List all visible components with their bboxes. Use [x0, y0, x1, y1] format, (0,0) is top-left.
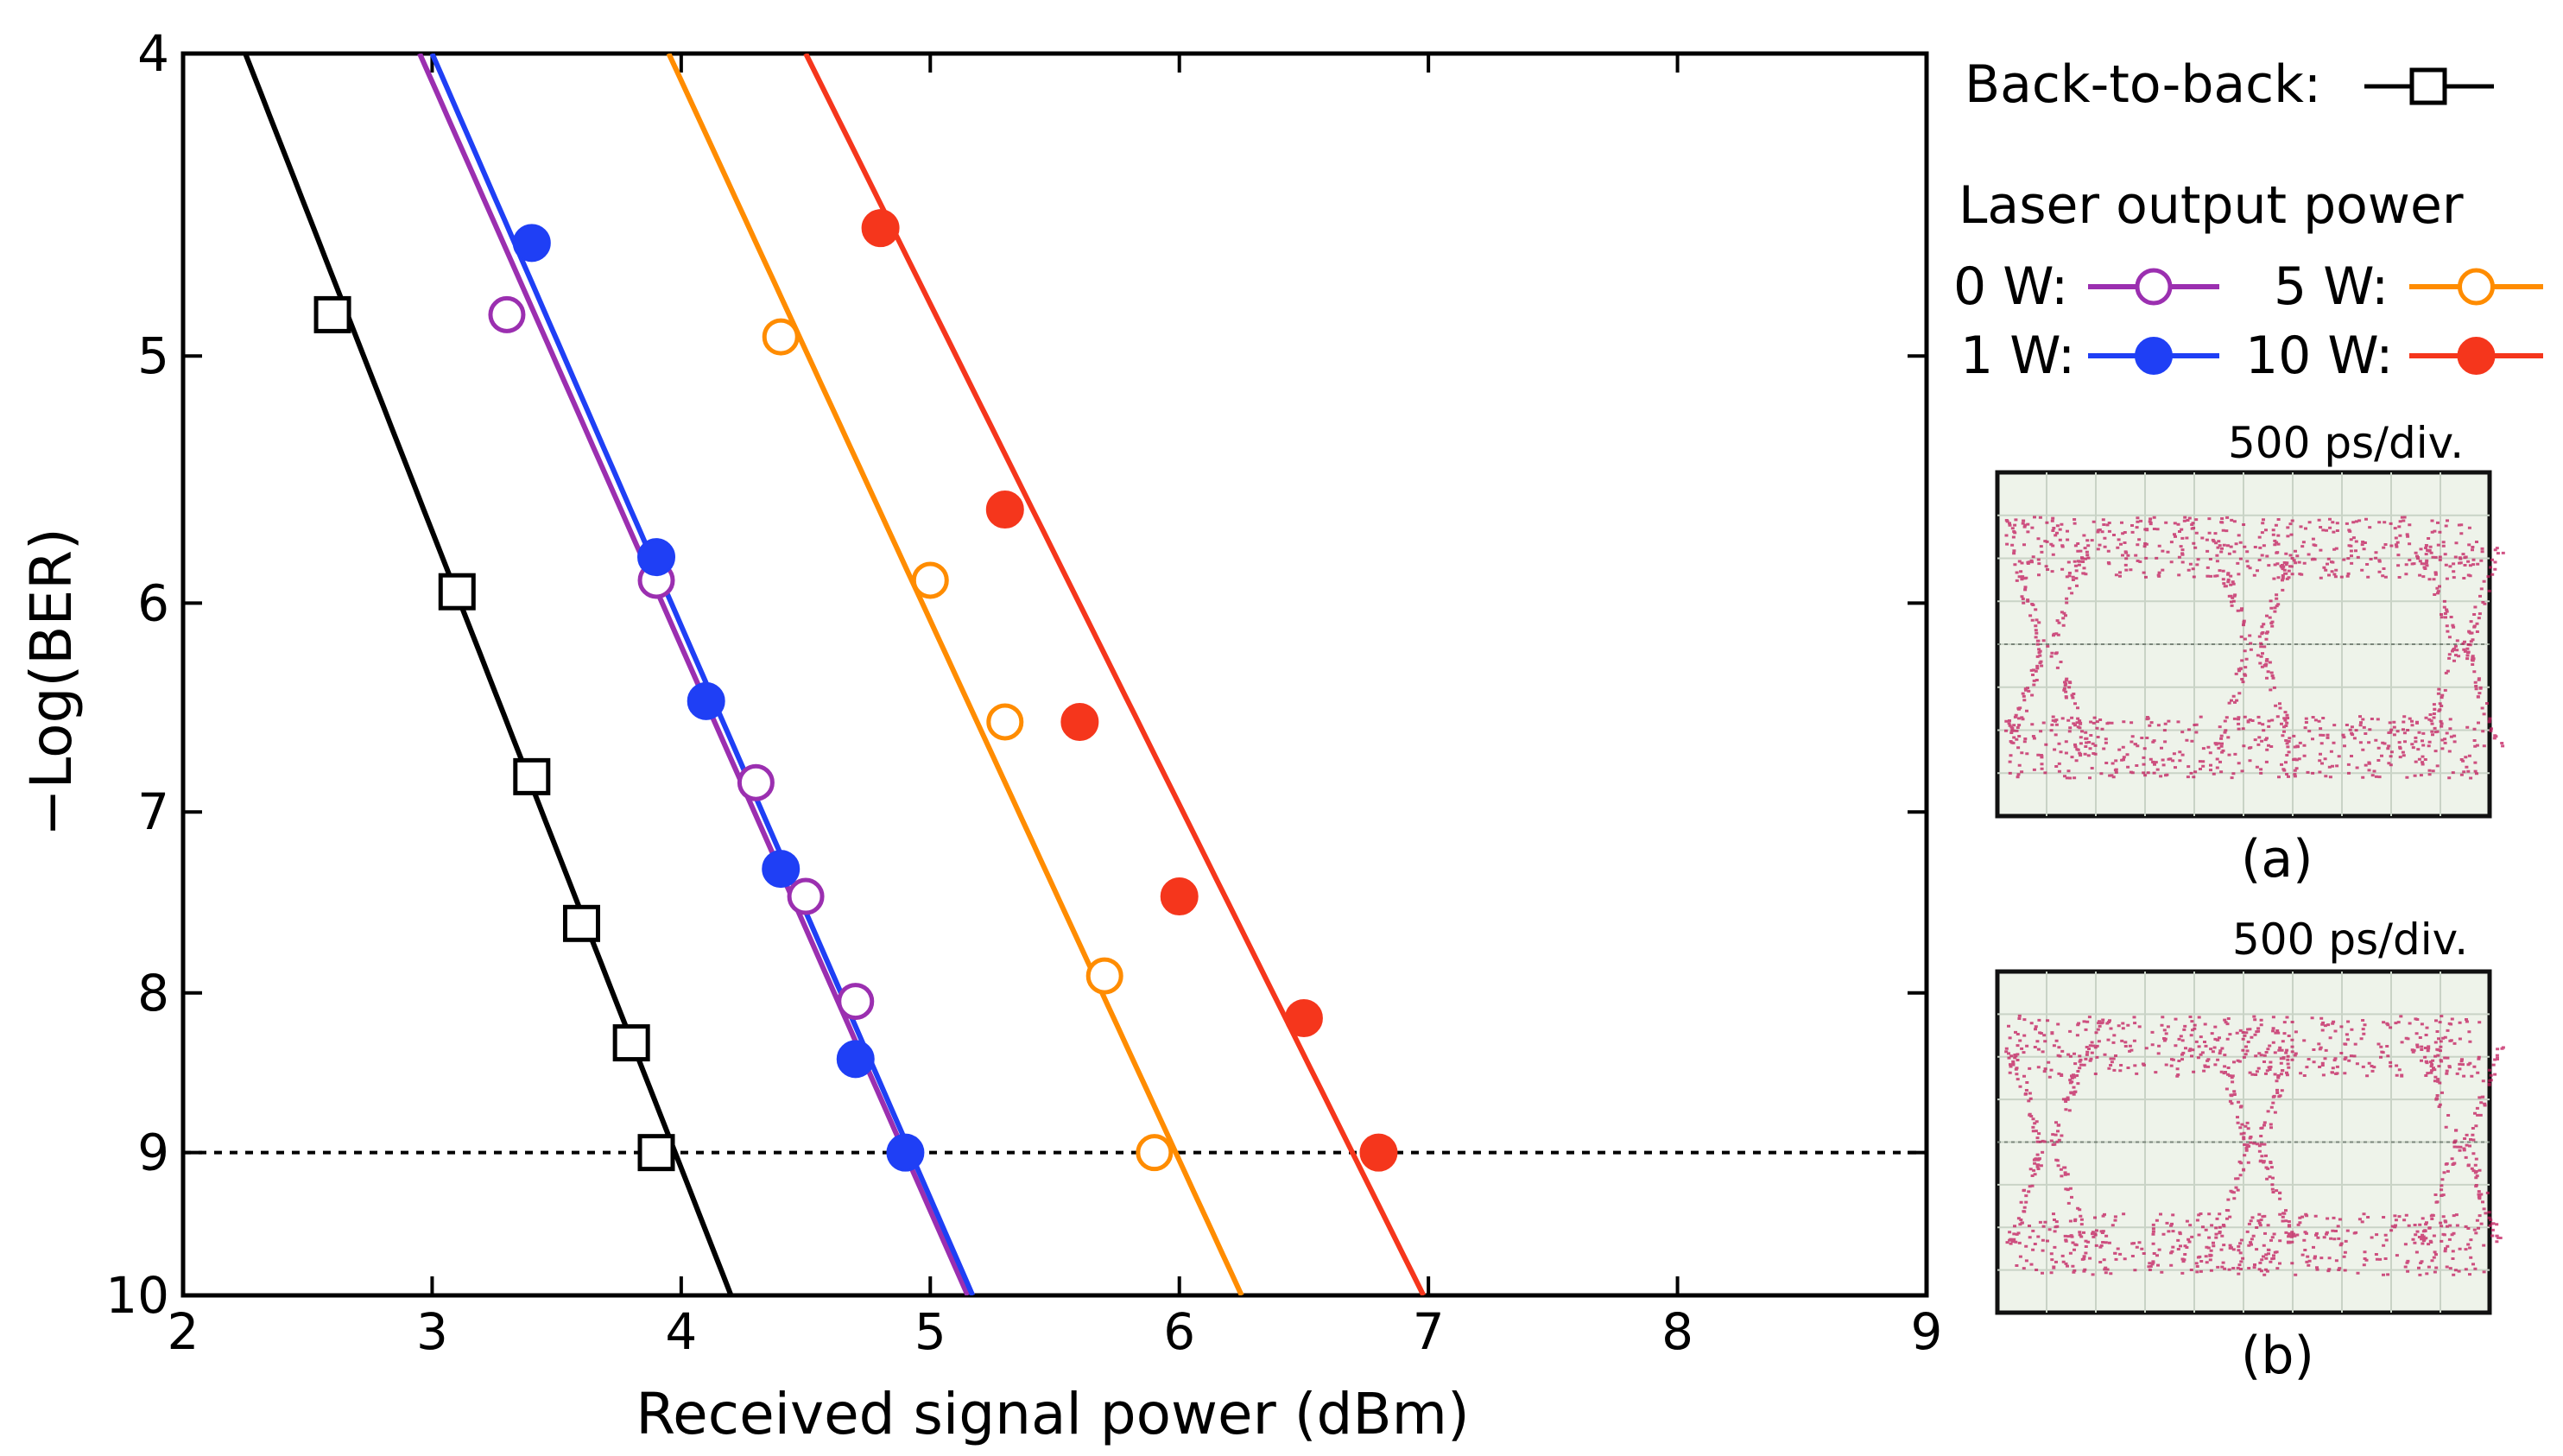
point-5w	[762, 318, 800, 356]
point-10w	[985, 491, 1024, 529]
x-tick-label: 3	[416, 1302, 448, 1361]
point-b2b	[637, 1134, 675, 1172]
tick-labels: 2 3 4 5 6 7 8 9 4 5 6 7 8 9 10	[105, 24, 1942, 1361]
fit-line-0w	[417, 54, 971, 1295]
x-tick-label: 8	[1661, 1302, 1693, 1361]
point-10w	[1160, 877, 1199, 916]
legend-b2b-label: Back-to-back:	[1965, 54, 2321, 115]
point-b2b	[612, 1024, 650, 1062]
fit-line-10w	[803, 54, 1427, 1295]
eye-b-scale: 500 ps/div.	[2232, 915, 2468, 965]
plot-frame	[180, 51, 1929, 1298]
x-tick-label: 6	[1163, 1302, 1195, 1361]
point-b2b	[438, 573, 476, 611]
point-5w	[911, 561, 949, 599]
point-5w	[1136, 1134, 1174, 1172]
point-0w	[837, 983, 875, 1021]
eye-b-caption: (b)	[2241, 1326, 2314, 1386]
point-b2b	[562, 904, 600, 942]
point-b2b	[313, 295, 351, 333]
legend-b2b-marker	[2409, 67, 2447, 105]
point-0w	[737, 763, 775, 801]
eye-a-trace	[2004, 516, 2505, 780]
eye-diagram-b: 500 ps/div. (b)	[1995, 915, 2505, 1386]
fit-lines	[243, 54, 1427, 1295]
point-10w	[861, 209, 900, 248]
eye-diagram-a: 500 ps/div. (a)	[1995, 418, 2505, 889]
legend-10w-label: 10 W:	[2245, 326, 2393, 386]
legend-5w-label: 5 W:	[2274, 256, 2389, 317]
legend: Back-to-back: Laser output power 0 W: 1 …	[1953, 54, 2543, 386]
fit-line-5w	[666, 54, 1244, 1295]
legend-0w-label: 0 W:	[1953, 256, 2068, 317]
legend-title: Laser output power	[1959, 175, 2464, 236]
point-0w	[488, 295, 526, 333]
legend-1w-label: 1 W:	[1960, 326, 2075, 386]
point-10w	[1284, 998, 1323, 1037]
y-tick-label: 10	[105, 1266, 169, 1325]
legend-10w-marker	[2457, 337, 2496, 375]
y-tick-label: 5	[137, 326, 169, 385]
point-b2b	[513, 757, 551, 795]
point-10w	[1060, 702, 1099, 741]
data-markers	[313, 209, 1398, 1172]
legend-b2b-sample	[2364, 67, 2494, 105]
point-1w	[762, 850, 801, 889]
eye-a-caption: (a)	[2241, 829, 2313, 889]
x-tick-label: 9	[1911, 1302, 1943, 1361]
x-axis-label: Received signal power (dBm)	[636, 1381, 1469, 1447]
point-1w	[637, 538, 676, 577]
eye-trace-dots	[2004, 1014, 2505, 1276]
point-5w	[986, 703, 1024, 741]
x-tick-label: 7	[1413, 1302, 1445, 1361]
eye-a-scale: 500 ps/div.	[2228, 418, 2464, 468]
eye-b-trace	[2004, 1014, 2505, 1276]
y-tick-label: 6	[137, 573, 169, 632]
y-tick-label: 4	[137, 24, 169, 83]
x-tick-label: 5	[914, 1302, 946, 1361]
x-tick-label: 4	[665, 1302, 697, 1361]
y-tick-label: 8	[137, 964, 169, 1022]
point-10w	[1359, 1133, 1398, 1172]
point-5w	[1085, 957, 1123, 995]
legend-5w-marker	[2458, 268, 2495, 306]
legend-samples	[2088, 268, 2543, 375]
point-0w	[787, 877, 825, 915]
y-tick-label: 9	[137, 1124, 169, 1182]
fit-line-1w	[429, 54, 976, 1295]
legend-1w-marker	[2135, 337, 2173, 375]
y-tick-label: 7	[137, 782, 169, 841]
eye-trace-dots	[2004, 516, 2505, 780]
fit-line-b2b	[243, 54, 734, 1295]
legend-0w-marker	[2135, 268, 2173, 306]
y-axis-label: −Log(BER)	[18, 528, 85, 837]
x-tick-label: 2	[168, 1302, 199, 1361]
chart-axes	[180, 51, 1929, 1298]
point-1w	[512, 224, 551, 263]
point-1w	[886, 1133, 925, 1172]
point-1w	[836, 1040, 875, 1079]
point-1w	[687, 681, 725, 720]
